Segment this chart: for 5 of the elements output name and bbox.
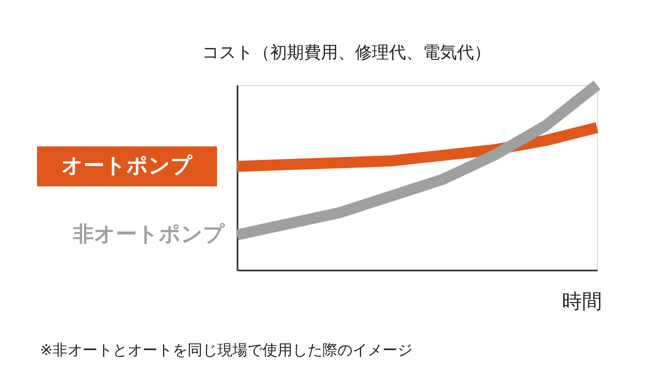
text: ※非オートとオートを同じ現場で使用した際のイメージ bbox=[40, 341, 413, 359]
series-label: 非オートポンプ bbox=[72, 222, 225, 246]
y-axis-title: コスト（初期費用、修理代、電気代） bbox=[202, 43, 491, 63]
text: オートポンプ bbox=[62, 153, 192, 178]
x-axis-title: 時間 bbox=[562, 289, 602, 313]
